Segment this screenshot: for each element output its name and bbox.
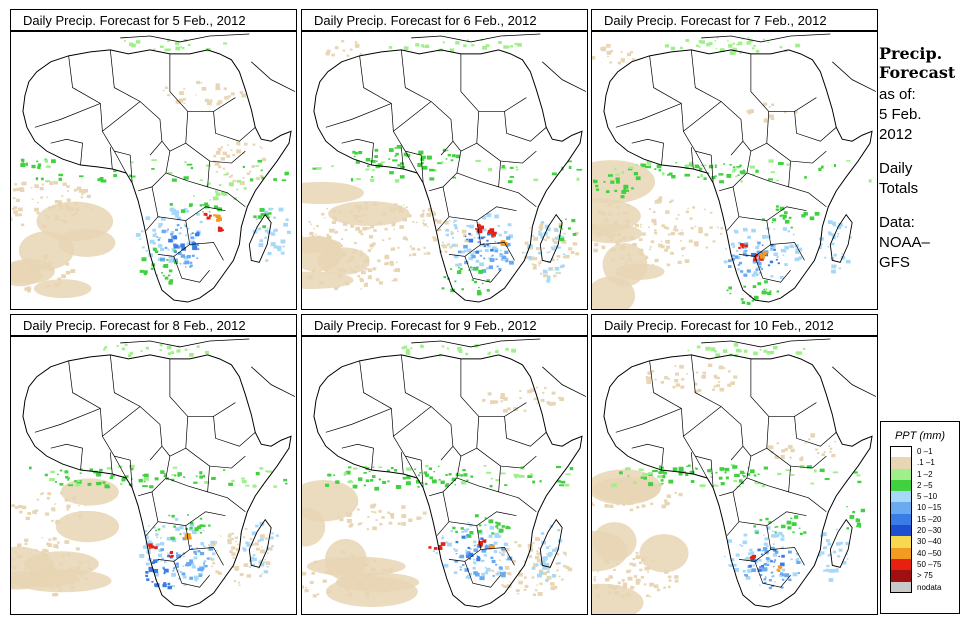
panel-title: Daily Precip. Forecast for 6 Feb., 2012 <box>301 9 588 31</box>
legend-entry: 2 –5 <box>881 479 959 492</box>
legend-label: 2 –5 <box>917 480 933 490</box>
sidebar-title-line1: Precip. <box>879 44 943 63</box>
precip-map <box>591 31 878 310</box>
legend-label: 10 –15 <box>917 503 942 513</box>
legend-rows: 0 –1 .1 –1 1 –2 2 –5 5 –10 10 –15 15 –20 20 –30… <box>881 446 959 593</box>
sidebar-title-line2: Forecast <box>879 63 956 82</box>
map-canvas <box>592 33 877 309</box>
legend-label: 0 –1 <box>917 447 933 456</box>
forecast-panel-feb7: Daily Precip. Forecast for 7 Feb., 2012 <box>591 9 878 310</box>
map-canvas <box>302 33 587 303</box>
legend-swatch <box>890 468 912 480</box>
legend-label: > 75 <box>917 571 933 581</box>
panel-title: Daily Precip. Forecast for 9 Feb., 2012 <box>301 314 588 336</box>
map-canvas <box>302 338 587 608</box>
data-source-line2: NOAA– <box>879 234 930 251</box>
precip-map <box>10 336 297 615</box>
forecast-panel-feb10: Daily Precip. Forecast for 10 Feb., 2012 <box>591 314 878 615</box>
panel-title: Daily Precip. Forecast for 7 Feb., 2012 <box>591 9 878 31</box>
precip-map <box>10 31 297 310</box>
precip-map <box>301 31 588 310</box>
legend-entry: 10 –15 <box>881 502 959 514</box>
data-source-line1: Data: <box>879 214 915 231</box>
forecast-panel-feb6: Daily Precip. Forecast for 6 Feb., 2012 <box>301 9 588 310</box>
panel-title: Daily Precip. Forecast for 5 Feb., 2012 <box>10 9 297 31</box>
legend-swatch <box>890 525 912 537</box>
legend-label: 20 –30 <box>917 526 942 536</box>
legend-label: nodata <box>917 582 942 592</box>
forecast-panel-feb9: Daily Precip. Forecast for 9 Feb., 2012 <box>301 314 588 615</box>
panel-title: Daily Precip. Forecast for 8 Feb., 2012 <box>10 314 297 336</box>
legend-label: 40 –50 <box>917 548 942 558</box>
asof-date-line1: 5 Feb. <box>879 106 922 123</box>
legend-label: .1 –1 <box>917 458 935 468</box>
map-canvas <box>11 338 296 608</box>
legend-label: 5 –10 <box>917 492 938 502</box>
legend-title: PPT (mm) <box>894 430 946 442</box>
legend-entry: nodata <box>881 581 959 593</box>
legend-swatch <box>890 457 912 469</box>
legend-entry: 50 –75 <box>881 558 959 571</box>
daily-line1: Daily <box>879 160 913 177</box>
map-canvas <box>11 33 296 303</box>
panel-title: Daily Precip. Forecast for 10 Feb., 2012 <box>591 314 878 336</box>
precip-map <box>301 336 588 615</box>
legend-swatch <box>890 547 912 559</box>
legend-swatch <box>890 513 912 526</box>
legend-swatch <box>890 570 912 582</box>
forecast-panel-feb8: Daily Precip. Forecast for 8 Feb., 2012 <box>10 314 297 615</box>
asof-date-line2: 2012 <box>879 126 913 143</box>
legend-entry: 15 –20 <box>881 513 959 526</box>
data-source-line3: GFS <box>879 254 910 271</box>
legend-label: 50 –75 <box>917 559 942 569</box>
precip-legend: PPT (mm) 0 –1 .1 –1 1 –2 2 –5 5 –10 10 –15 15 … <box>880 421 960 614</box>
legend-entry: 1 –2 <box>881 468 959 480</box>
daily-line2: Totals <box>879 180 919 197</box>
legend-entry: 30 –40 <box>881 536 959 548</box>
legend-entry: 5 –10 <box>881 491 959 503</box>
map-canvas <box>592 338 877 614</box>
legend-swatch <box>890 446 912 458</box>
legend-swatch <box>890 502 912 514</box>
precip-map <box>591 336 878 615</box>
legend-entry: 0 –1 <box>881 446 959 458</box>
legend-swatch <box>890 491 912 503</box>
forecast-panel-feb5: Daily Precip. Forecast for 5 Feb., 2012 <box>10 9 297 310</box>
legend-label: 15 –20 <box>917 514 942 524</box>
legend-entry: > 75 <box>881 570 959 582</box>
sidebar-info: Precip. Forecast as of: 5 Feb. 2012 Dail… <box>879 44 965 273</box>
legend-swatch <box>890 479 912 492</box>
asof-label: as of: <box>879 86 916 103</box>
legend-entry: 40 –50 <box>881 547 959 559</box>
legend-swatch <box>890 581 912 593</box>
legend-swatch <box>890 536 912 548</box>
legend-swatch <box>890 558 912 571</box>
legend-label: 1 –2 <box>917 469 933 479</box>
legend-entry: 20 –30 <box>881 525 959 537</box>
legend-entry: .1 –1 <box>881 457 959 469</box>
legend-label: 30 –40 <box>917 537 942 547</box>
